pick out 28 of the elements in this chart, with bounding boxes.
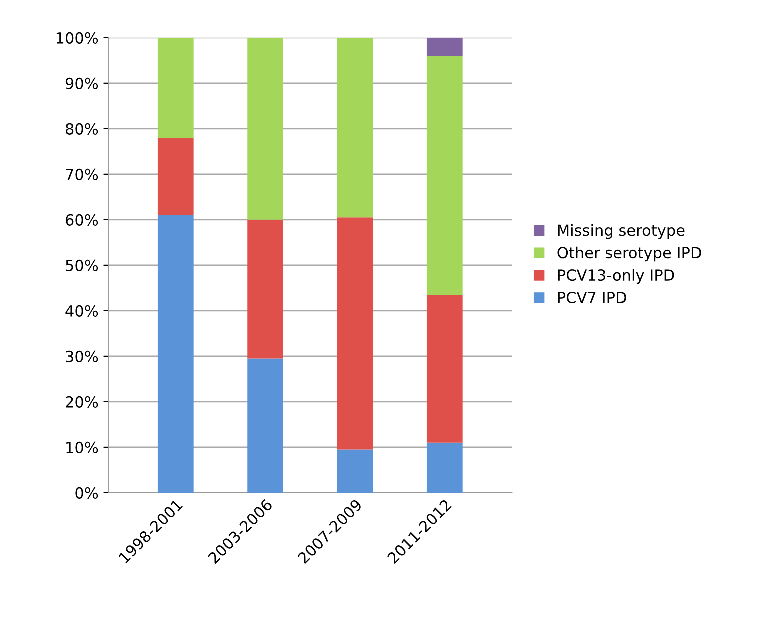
legend-label: PCV7 IPD <box>558 292 626 304</box>
y-tick-label: 30% <box>66 350 98 362</box>
bar <box>248 358 284 493</box>
bar <box>337 38 374 218</box>
bar <box>337 450 374 493</box>
legend-label: Other serotype IPD <box>558 246 702 262</box>
bar <box>426 295 463 443</box>
y-tick-label: 50% <box>66 260 98 272</box>
bar <box>426 442 463 493</box>
legend-label: PCV13-only IPD <box>558 269 674 284</box>
bar <box>158 38 194 138</box>
bar <box>426 38 463 56</box>
y-tick-label: 70% <box>66 168 98 180</box>
y-tick-label: 20% <box>66 396 98 408</box>
bar <box>426 56 463 296</box>
y-tick-label: 60% <box>66 214 98 226</box>
bar <box>158 138 194 216</box>
y-tick-label: 90% <box>66 78 98 90</box>
legend-label: Missing serotype <box>558 224 685 240</box>
y-tick-label: 80% <box>66 123 98 135</box>
y-tick-label: 40% <box>66 305 98 317</box>
y-tick-label: 100% <box>56 32 98 44</box>
bar <box>248 38 284 220</box>
bar <box>337 218 374 450</box>
y-tick-label: 0% <box>76 487 98 499</box>
bar <box>248 220 284 359</box>
y-tick-label: 10% <box>66 442 98 454</box>
bar <box>158 215 194 493</box>
